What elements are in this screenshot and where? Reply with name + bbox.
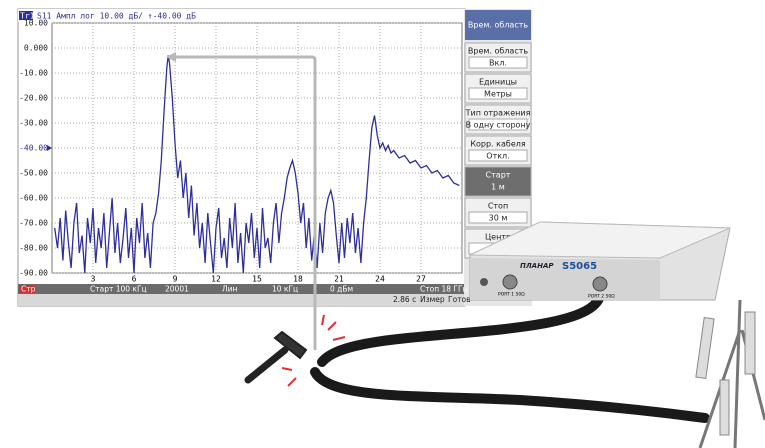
y-tick-label: -10.00: [19, 69, 48, 78]
status-text: 10 кГц: [272, 285, 298, 294]
arrow-head: [166, 52, 176, 62]
status-text: Старт 100 кГц: [90, 285, 147, 294]
status-badge: [19, 285, 35, 293]
chart-title: S11 Ампл лог 10.00 дБ/ ↑-40.00 дБ: [37, 12, 196, 21]
x-tick-label: 24: [375, 275, 385, 284]
x-tick-label: 6: [132, 275, 137, 284]
arrow: [172, 55, 317, 350]
x-tick-label: 12: [211, 275, 221, 284]
menu-value-box: [468, 149, 528, 162]
y-tick-label: 0.000: [24, 44, 48, 53]
hammer: [244, 330, 308, 384]
y-tick-label: -20.00: [19, 94, 48, 103]
menu-label: Стоп: [488, 202, 508, 211]
port-label: PORT 1 50Ω: [498, 292, 525, 298]
menu-label: Единицы: [479, 78, 517, 87]
menu-value-box: [468, 118, 528, 131]
reference-marker: [47, 145, 52, 151]
menu-label: Старт: [486, 171, 511, 180]
y-tick-label: -60.00: [19, 194, 48, 203]
menu-value: Откл.: [486, 152, 509, 161]
status-text: 0 дБм: [330, 285, 353, 294]
x-tick-label: 21: [334, 275, 344, 284]
sparks: [281, 314, 346, 387]
menu-value: Метры: [484, 90, 512, 99]
status-bar-2: [18, 294, 465, 306]
menu-header-bg[interactable]: [465, 10, 531, 40]
menu-value-box: [469, 181, 527, 192]
menu-label: Центр: [485, 233, 511, 242]
y-tick-label: -80.00: [19, 244, 48, 253]
y-tick-label: -40.00: [19, 144, 48, 153]
port-label: PORT 2 50Ω: [588, 294, 615, 300]
device-brand: ПЛАНАР: [520, 262, 554, 270]
y-tick-label: -50.00: [19, 169, 48, 178]
port: [592, 276, 608, 292]
device-front: [470, 258, 660, 300]
antenna-panels: [695, 311, 756, 436]
menu-value-box: [468, 56, 528, 69]
y-tick-label: 10.00: [24, 19, 48, 28]
status-text: 20001: [165, 285, 189, 294]
device-top: [469, 221, 731, 259]
x-tick-label: 15: [252, 275, 262, 284]
device-model: S5065: [562, 261, 597, 272]
menu-value: 30 м: [489, 214, 508, 223]
port: [502, 274, 518, 290]
menu-value-box: [468, 87, 528, 100]
menu-value: В одну сторону: [466, 121, 531, 130]
illustration: [166, 52, 765, 448]
trace-badge: [19, 11, 33, 20]
title-bar: [18, 9, 465, 22]
status-text: Стр: [21, 285, 36, 294]
cable: [310, 367, 710, 423]
menu-label: Тип отражения: [465, 109, 531, 118]
x-tick-label: 18: [293, 275, 303, 284]
status-text: Лин: [222, 285, 238, 294]
trace: [54, 55, 460, 274]
status-text: Стоп 18 ГГц: [420, 285, 468, 294]
trace-label: Tr1: [20, 12, 35, 21]
menu-value: Вкл.: [489, 59, 507, 68]
y-tick-label: -90.00: [19, 269, 48, 278]
menu-label: Врем. область: [468, 47, 529, 56]
menu-label: Корр. кабеля: [470, 140, 526, 149]
x-tick-label: 9: [173, 275, 178, 284]
x-tick-label: 3: [91, 275, 96, 284]
y-tick-label: -70.00: [19, 219, 48, 228]
status-bar: [18, 284, 465, 294]
cable: [317, 291, 605, 367]
x-tick-label: 27: [416, 275, 426, 284]
y-tick-label: -30.00: [19, 119, 48, 128]
status-text: Измер: [420, 295, 445, 304]
menu-value-box: [468, 211, 528, 224]
menu-header: Врем. область: [468, 21, 529, 30]
switch: [480, 278, 488, 286]
menu-value: 1 м: [491, 183, 505, 192]
status-text: 2.86 с: [393, 295, 416, 304]
status-text: Готов: [448, 295, 471, 304]
